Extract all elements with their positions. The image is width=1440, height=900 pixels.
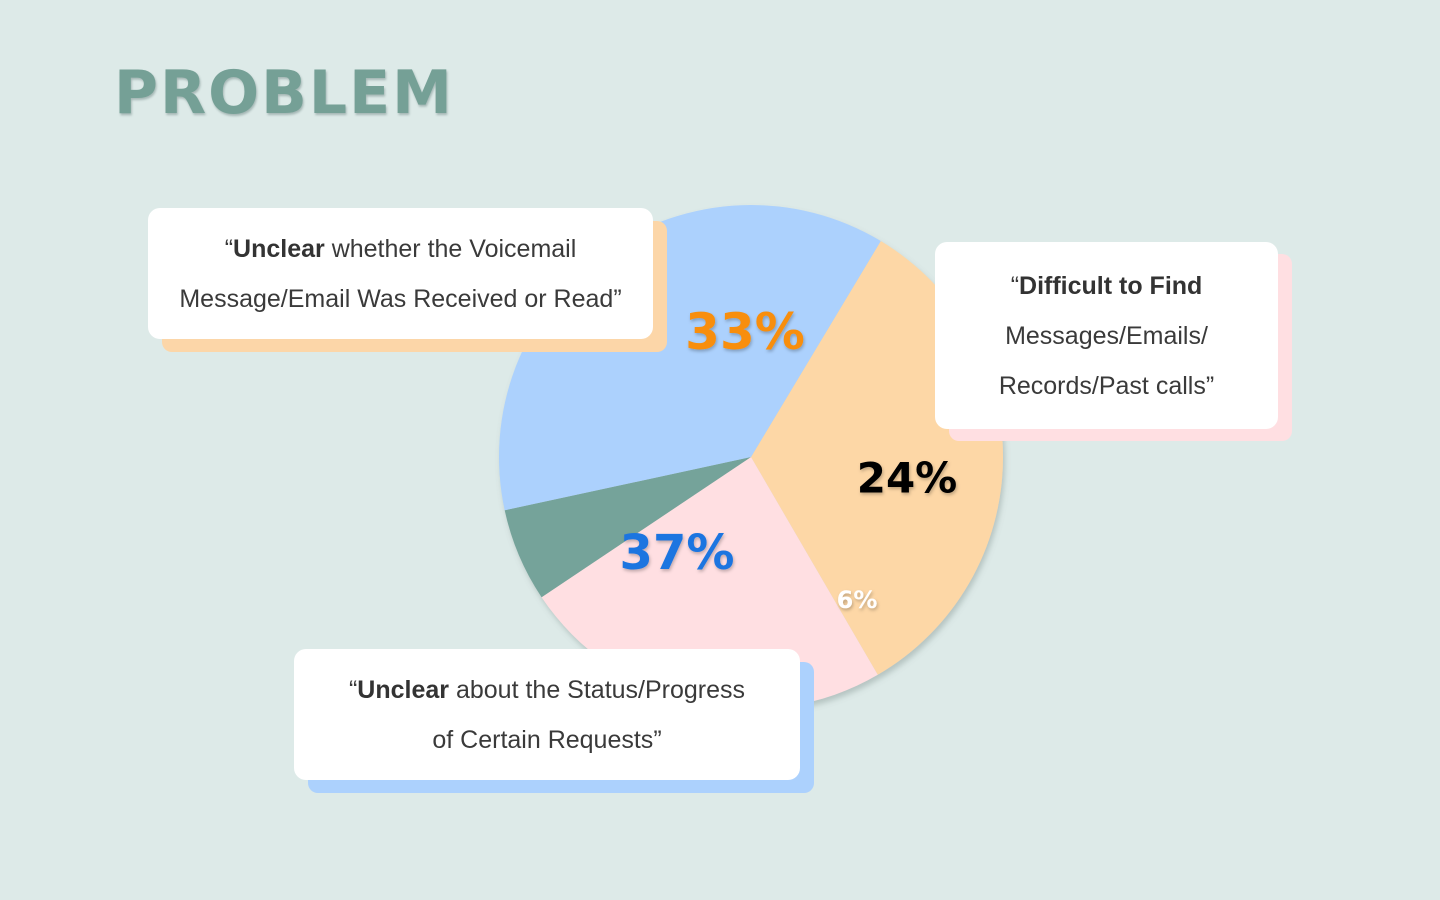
callout-voicemail-card: “Unclear whether the Voicemail Message/E… xyxy=(148,208,653,339)
callout-difficult-bold: Difficult to Find xyxy=(1019,271,1203,300)
callout-voicemail-line2: Message/Email Was Received or Read” xyxy=(179,284,622,313)
callout-status-line2: of Certain Requests” xyxy=(432,725,662,754)
pie-label-blue: 37% xyxy=(620,525,735,581)
callout-difficult-line1: “Difficult to Find xyxy=(1010,271,1203,300)
callout-voicemail-bold: Unclear xyxy=(233,234,325,263)
pie-labels: 33% 24% 6% 37% xyxy=(620,303,958,614)
pie-slice-green xyxy=(504,457,751,598)
callout-status-card: “Unclear about the Status/Progress of Ce… xyxy=(294,649,800,780)
pie-label-orange: 33% xyxy=(685,303,805,361)
callout-status: “Unclear about the Status/Progress of Ce… xyxy=(294,649,814,793)
callout-status-bold: Unclear xyxy=(357,675,450,704)
callout-difficult-line2: Messages/Emails/ xyxy=(1005,321,1208,350)
pie-label-pink: 24% xyxy=(857,454,958,503)
pie-slice-pink xyxy=(541,457,878,710)
callout-difficult-line3: Records/Past calls” xyxy=(998,371,1215,400)
page-title: PROBLEM xyxy=(114,58,454,128)
pie-label-green: 6% xyxy=(837,586,878,614)
callout-difficult: “Difficult to Find Messages/Emails/ Reco… xyxy=(935,242,1292,441)
callout-difficult-card: “Difficult to Find Messages/Emails/ Reco… xyxy=(935,242,1278,429)
callout-voicemail-line1: “Unclear whether the Voicemail xyxy=(224,234,577,263)
callout-voicemail: “Unclear whether the Voicemail Message/E… xyxy=(148,208,667,352)
callout-status-line1: “Unclear about the Status/Progress xyxy=(348,675,746,704)
